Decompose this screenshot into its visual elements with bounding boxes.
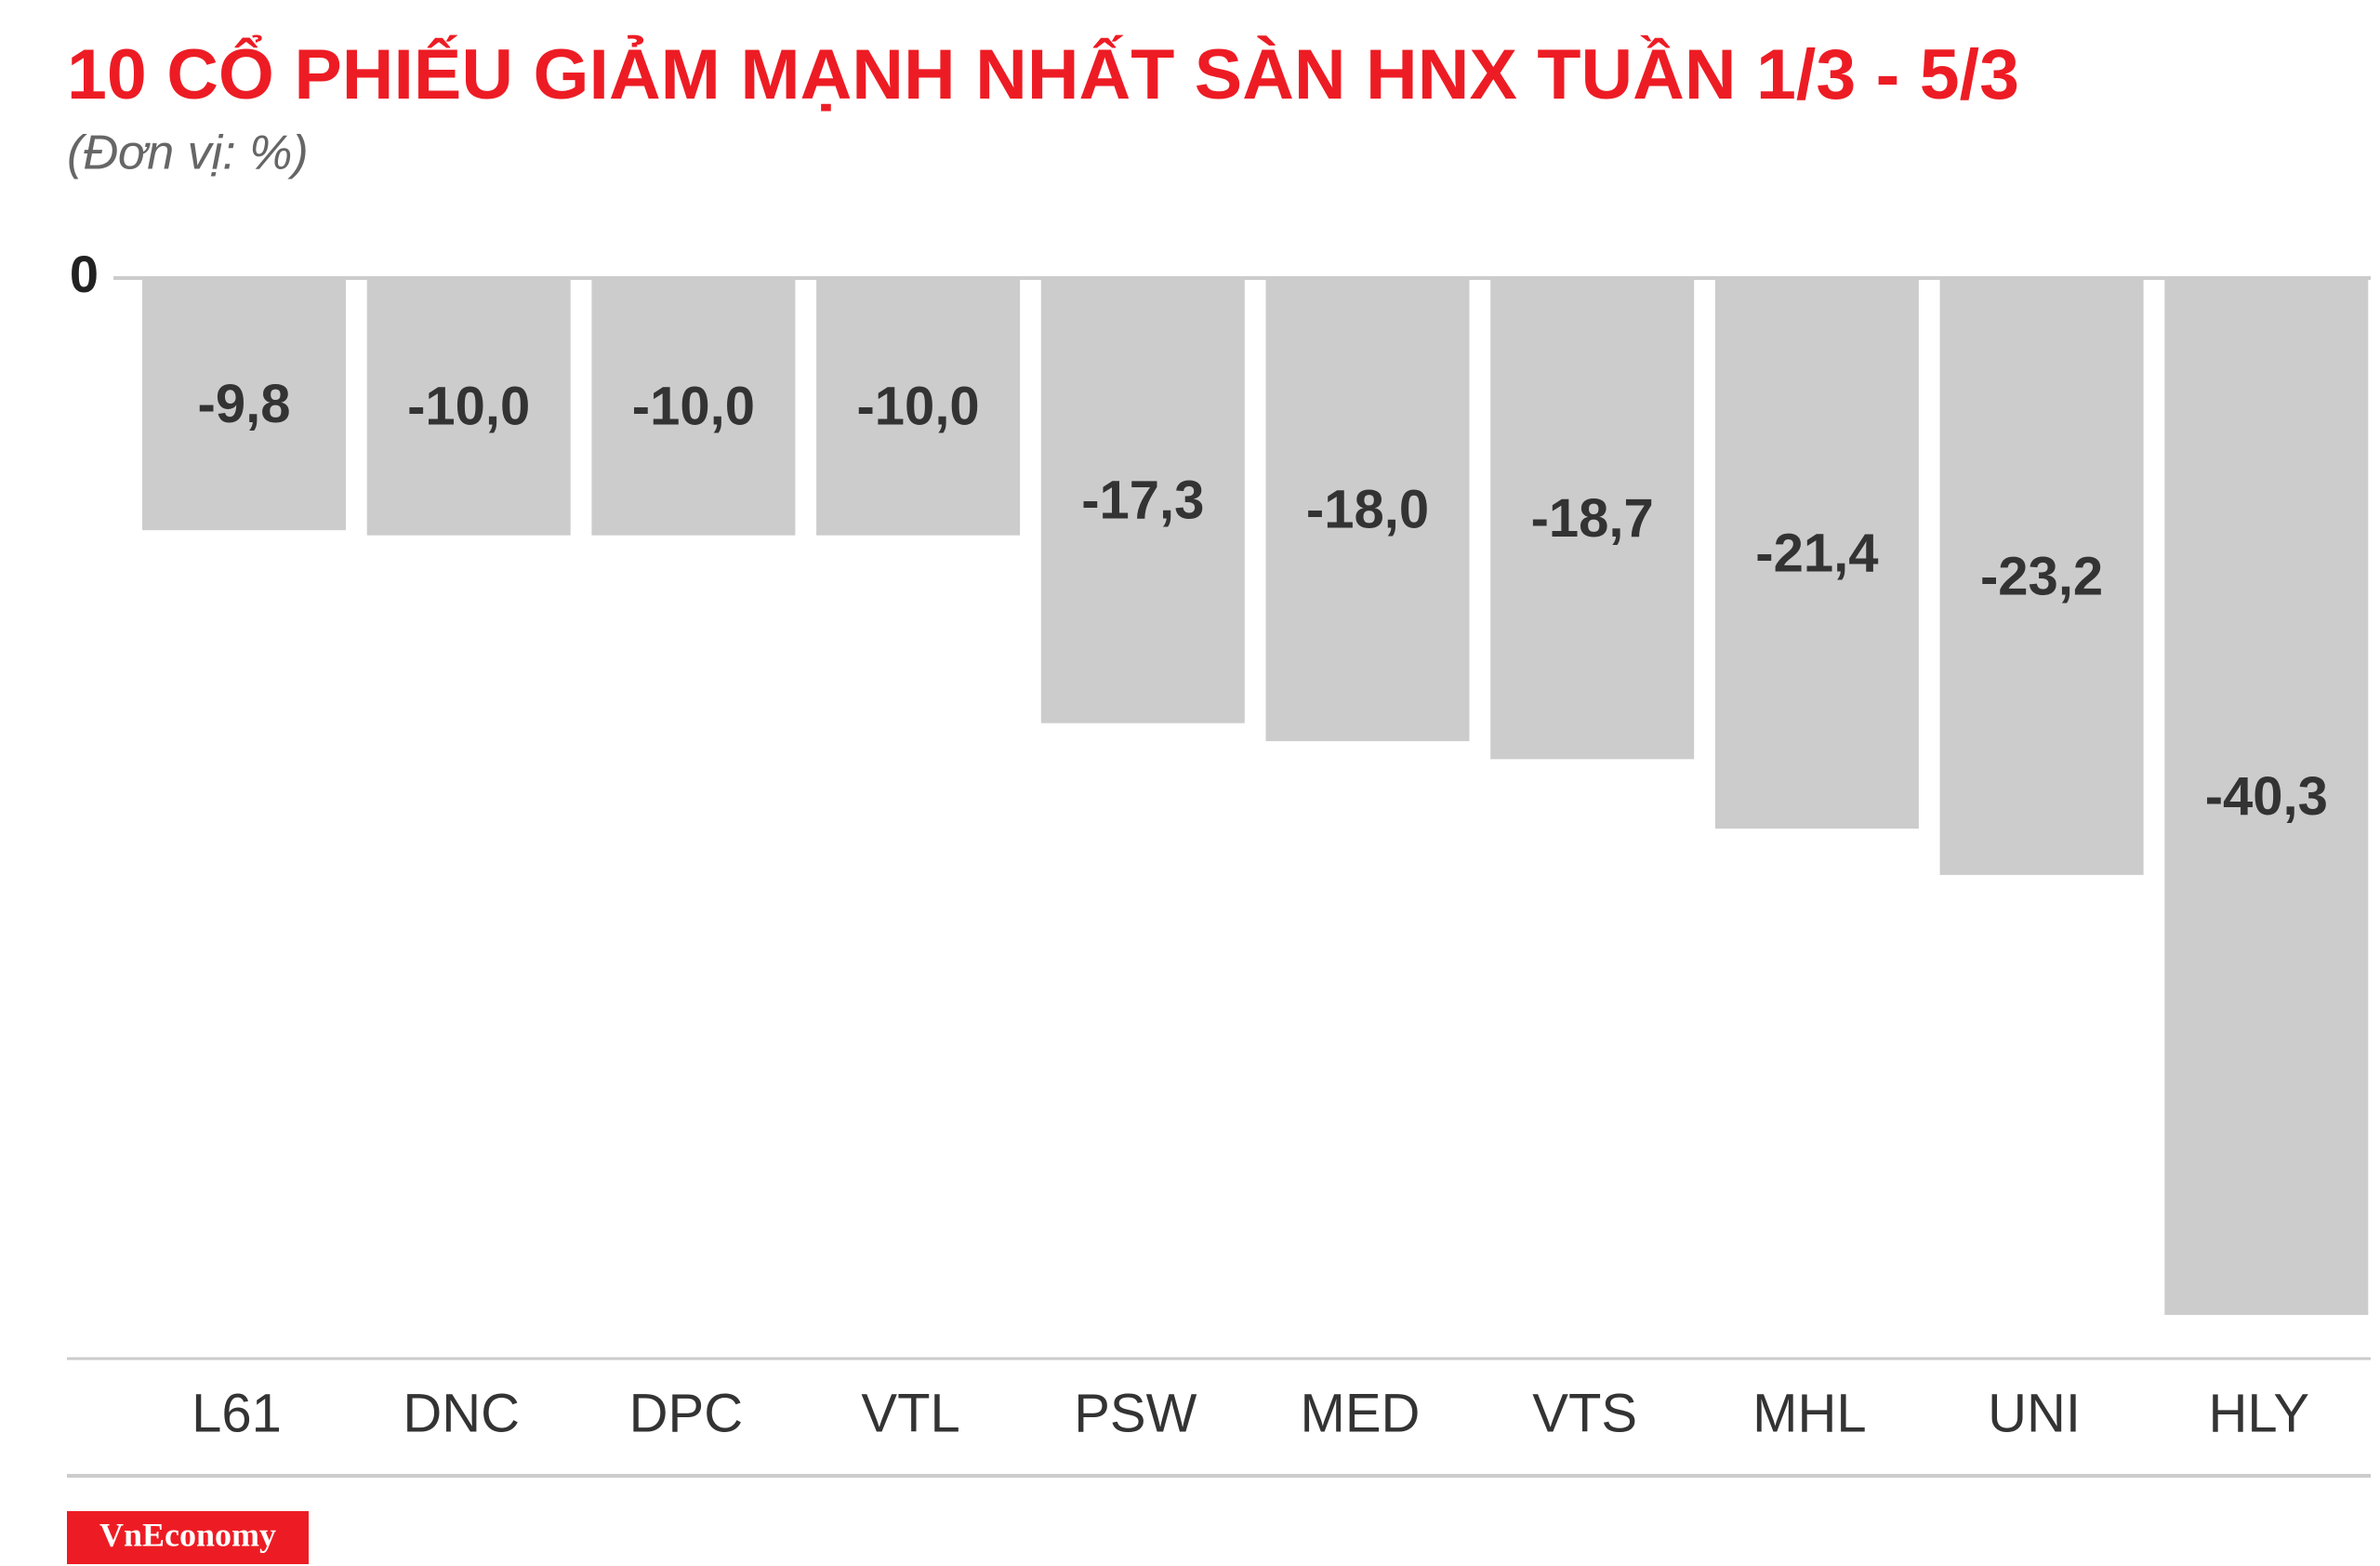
data-label: -40,3 [2205,766,2328,827]
bar [1939,278,2144,875]
data-label: -18,7 [1531,488,1654,549]
x-tick-label: L61 [192,1383,282,1443]
x-tick-label: VTL [861,1383,959,1443]
bar [2164,278,2369,1315]
x-tick-label: VTS [1532,1383,1637,1443]
chart-subtitle: (Đơn vị: %) [67,126,309,180]
data-label: -23,2 [1980,546,2103,606]
bar [142,278,346,531]
x-tick-label: DNC [403,1383,520,1443]
logo-box [67,1511,309,1564]
bar [1714,278,1919,829]
data-label: -10,0 [407,377,530,437]
bar [591,278,796,536]
bar [1490,278,1695,760]
x-tick-label: UNI [1988,1383,2081,1443]
bar [1265,278,1470,741]
x-tick-label: MHL [1752,1383,1866,1443]
bar [366,278,571,536]
x-tick-label: PSW [1074,1383,1197,1443]
x-tick-label: DPC [629,1383,743,1443]
data-label: -9,8 [198,374,291,434]
data-label: -18,0 [1306,479,1429,539]
bar [816,278,1021,536]
y-tick-label: 0 [70,245,99,303]
data-label: -10,0 [856,377,979,437]
data-label: -21,4 [1755,523,1878,583]
data-label: -10,0 [632,377,755,437]
x-tick-label: MED [1301,1383,1421,1443]
data-label: -17,3 [1081,471,1204,531]
bar [1040,278,1245,723]
source-logo: VnEconomy [99,1516,276,1553]
x-tick-label: HLY [2209,1383,2310,1443]
chart-title: 10 CỔ PHIẾU GIẢM MẠNH NHẤT SÀN HNX TUẦN … [67,35,2019,114]
